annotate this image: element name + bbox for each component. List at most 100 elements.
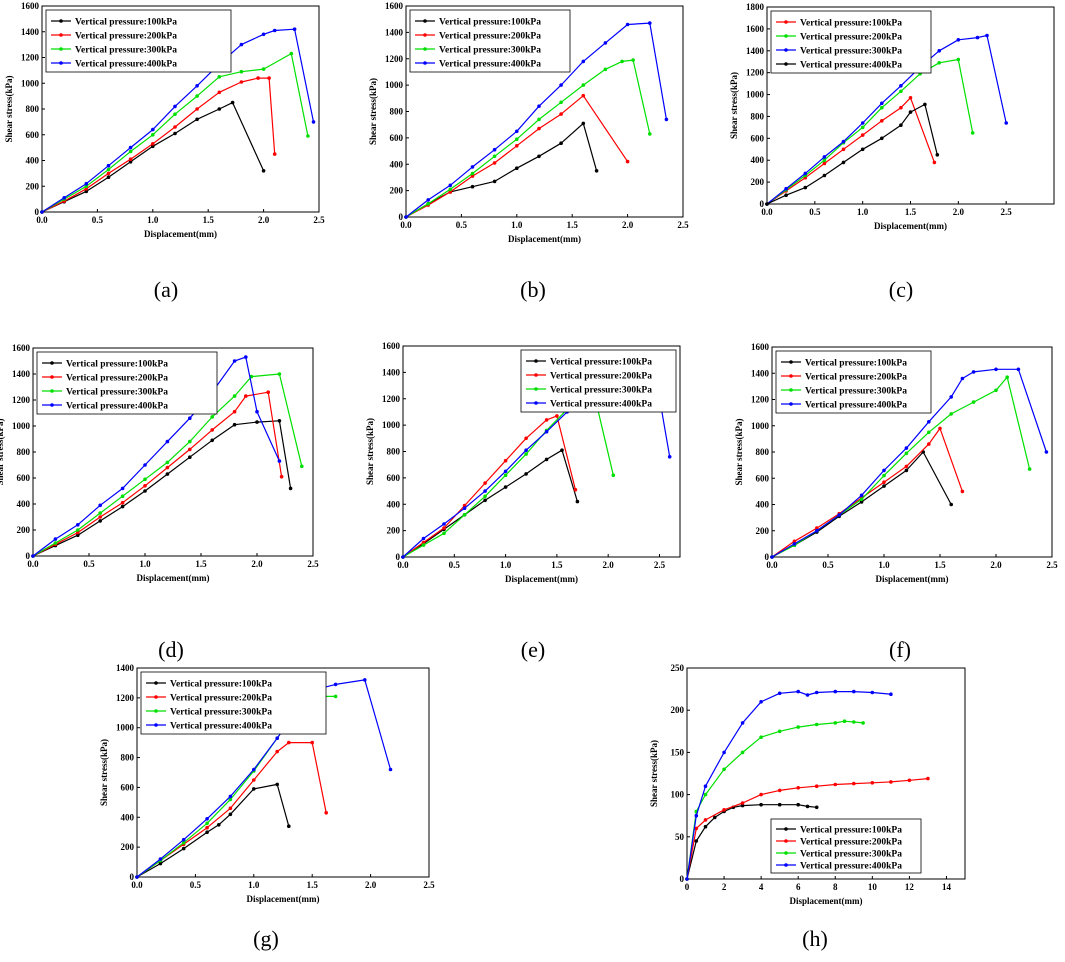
panel-label: (f) [889, 637, 911, 662]
data-point [796, 786, 800, 790]
data-point [165, 460, 170, 465]
data-point [860, 125, 865, 130]
x-tick-label: 1.5 [195, 559, 207, 569]
data-point [575, 499, 580, 504]
data-point [822, 161, 827, 166]
data-point [277, 459, 282, 463]
legend-entry: Vertical pressure:300kPa [550, 386, 652, 396]
data-point [239, 42, 244, 47]
y-tick-label: 150 [671, 747, 685, 757]
legend-box [520, 349, 677, 413]
panel-label: (d) [158, 637, 184, 662]
data-point [792, 542, 797, 546]
data-point [165, 465, 170, 470]
data-point [217, 823, 221, 827]
data-point [740, 750, 745, 755]
legend-entry: Vertical pressure:100kPa [550, 358, 652, 368]
data-point [759, 700, 763, 704]
data-point [908, 110, 913, 114]
data-point [703, 824, 708, 829]
data-point [277, 372, 282, 376]
data-point [120, 494, 125, 499]
x-tick-label: 0 [685, 882, 690, 892]
data-point [266, 390, 271, 395]
data-point [470, 165, 475, 169]
y-tick-label: 800 [387, 447, 401, 457]
panel-label: (b) [520, 277, 546, 302]
data-point [173, 131, 177, 136]
y-axis-label: Shear stress(kPa) [365, 418, 375, 485]
data-point [822, 173, 827, 178]
data-point [143, 484, 147, 488]
y-tick-label: 1400 [746, 46, 765, 56]
data-point [559, 83, 563, 87]
data-point [492, 154, 497, 159]
x-tick-label: 1.0 [500, 560, 512, 570]
data-point [926, 776, 930, 781]
data-point [470, 174, 475, 178]
data-point [703, 792, 708, 797]
y-tick-label: 1000 [746, 90, 765, 100]
x-tick-label: 1.0 [139, 559, 151, 569]
x-tick-label: 0.0 [766, 560, 778, 570]
chart-d: 0.0 0.5 1.0 1.5 2.0 2.5 0 200 400 600 800 1000 1200 1… [0, 343, 319, 583]
data-point [544, 457, 549, 462]
data-point [814, 784, 819, 788]
legend-box [45, 9, 232, 73]
x-tick-label: 2.5 [307, 559, 319, 569]
data-point [796, 725, 800, 729]
data-point [217, 75, 222, 79]
data-point [994, 388, 998, 393]
y-tick-label: 800 [390, 107, 404, 117]
series-line-3 [405, 59, 651, 218]
data-point [261, 67, 266, 71]
legend-entry: Vertical pressure:100kPa [805, 359, 907, 369]
data-point [814, 690, 819, 695]
data-point [814, 805, 819, 810]
data-point [625, 159, 630, 164]
x-tick-label: 1.5 [307, 880, 319, 890]
legend-entry: Vertical pressure:400kPa [800, 862, 902, 872]
data-point [98, 515, 102, 519]
data-point [239, 80, 244, 84]
legend-marker [423, 61, 427, 65]
legend-marker [784, 20, 788, 24]
legend-entry: Vertical pressure:300kPa [170, 708, 272, 718]
legend-entry: Vertical pressure:200kPa [75, 32, 177, 42]
y-tick-label: 1400 [751, 368, 770, 378]
data-point [300, 464, 304, 469]
y-tick-label: 1000 [116, 723, 135, 733]
y-axis-label: Shear stress(kPa) [729, 72, 739, 139]
y-tick-label: 600 [121, 782, 135, 792]
y-tick-label: 1400 [21, 27, 40, 37]
data-point [76, 530, 80, 535]
data-point [859, 497, 864, 502]
legend-entry: Vertical pressure:100kPa [800, 19, 902, 29]
data-point [120, 500, 125, 505]
legend-marker [59, 61, 63, 65]
data-point [908, 96, 913, 100]
data-point [859, 493, 864, 498]
data-point [685, 877, 689, 881]
data-point [1027, 467, 1032, 471]
data-point [581, 83, 586, 87]
chart-h: 0 2 4 6 8 10 12 14 0 50 100 150 200 250 Displacement(m… [649, 663, 966, 906]
data-point [515, 129, 519, 134]
x-tick-label: 1.5 [567, 220, 579, 230]
data-point [426, 202, 431, 206]
data-point [949, 502, 953, 507]
legend-entry: Vertical pressure:200kPa [550, 372, 652, 382]
data-point [882, 468, 886, 473]
y-tick-label: 0 [26, 551, 31, 561]
data-point [151, 127, 155, 132]
data-point [448, 187, 453, 192]
data-point [994, 367, 998, 372]
data-point [128, 160, 133, 164]
plot-frame [136, 667, 430, 878]
data-point [470, 171, 475, 176]
y-tick-label: 200 [751, 177, 765, 187]
data-point [970, 131, 975, 135]
y-tick-label: 200 [17, 525, 31, 535]
y-tick-label: 1200 [746, 68, 765, 78]
legend-entry: Vertical pressure:200kPa [170, 694, 272, 704]
